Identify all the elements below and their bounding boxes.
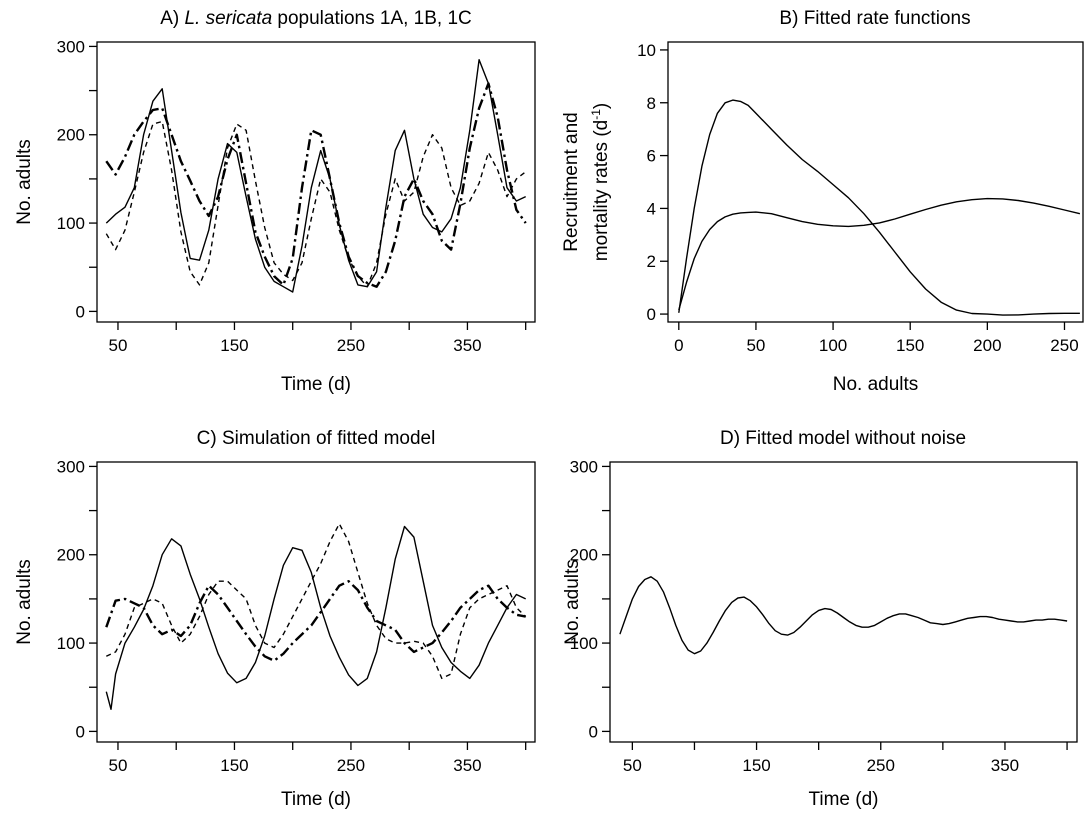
plot-frame: [96, 461, 536, 743]
series-line-3: [106, 523, 527, 680]
series-line-1: [619, 576, 1068, 655]
series-line-1: [105, 59, 526, 293]
panel-b: B) Fitted rate functions 0 50 100 150 200 250 0…: [561, 8, 1084, 395]
y-tick-label: 200: [57, 546, 85, 565]
y-tick-label: 300: [570, 457, 598, 476]
y-tick-label: 100: [57, 634, 85, 653]
y-axis-label-line2: mortality rates (d-1): [589, 103, 612, 261]
y-tick-label: 4: [647, 199, 656, 218]
x-tick-label: 350: [991, 756, 1019, 775]
x-axis-label: Time (d): [808, 789, 878, 810]
x-tick-label: 50: [109, 336, 128, 355]
x-tick-label: 50: [109, 756, 128, 775]
x-tick-label: 200: [973, 336, 1001, 355]
y-tick-label: 2: [647, 252, 656, 271]
series-line-3: [105, 120, 527, 288]
x-tick-label: 250: [337, 756, 365, 775]
y-tick-label: 200: [57, 126, 85, 145]
x-axis-label: Time (d): [281, 789, 351, 810]
series-line-2: [105, 580, 526, 662]
y-axis-label: Recruitment and: [561, 112, 582, 251]
chart-title-species: L. sericata: [184, 8, 272, 29]
y-tick-label: 0: [76, 302, 85, 321]
y-axis-label: No. adults: [562, 559, 583, 645]
chart-title-suffix: populations 1A, 1B, 1C: [272, 8, 472, 29]
x-tick-label: 50: [623, 756, 642, 775]
x-tick-label: 100: [819, 336, 847, 355]
chart-title: B) Fitted rate functions: [779, 8, 970, 29]
y-tick-label: 100: [570, 634, 598, 653]
y-tick-label: 0: [647, 305, 656, 324]
panel-d: D) Fitted model without noise 50 150 250 350…: [562, 428, 1078, 810]
chart-title-prefix: A): [160, 8, 184, 29]
y-tick-label: 0: [76, 722, 85, 741]
plot-frame: [96, 41, 536, 323]
chart-title: D) Fitted model without noise: [720, 428, 966, 449]
x-tick-label: 250: [867, 756, 895, 775]
y-tick-label: 6: [647, 147, 656, 166]
y-tick-label: 300: [57, 37, 85, 56]
series-line-1: [105, 525, 526, 710]
x-axis-label: Time (d): [281, 374, 351, 395]
x-tick-label: 250: [1050, 336, 1078, 355]
y-tick-label: 200: [570, 546, 598, 565]
x-tick-label: 50: [746, 336, 765, 355]
y-tick-label: 100: [57, 214, 85, 233]
y-tick-label: 8: [647, 94, 656, 113]
series-line-1: [678, 99, 1080, 316]
x-tick-label: 250: [337, 336, 365, 355]
plot-frame: [609, 461, 1078, 743]
y-tick-label: 0: [589, 722, 598, 741]
y-axis-label-close: ): [591, 103, 612, 109]
x-tick-label: 350: [453, 336, 481, 355]
x-tick-label: 350: [453, 756, 481, 775]
x-tick-label: 0: [674, 336, 683, 355]
x-tick-label: 150: [742, 756, 770, 775]
y-axis-label-sup: -1: [589, 109, 603, 120]
x-tick-label: 150: [220, 756, 248, 775]
panel-c: C) Simulation of fitted model 50 150 250 350…: [14, 428, 536, 810]
series-line-2: [678, 197, 1081, 311]
y-tick-label: 10: [637, 41, 656, 60]
panel-a: A) L. sericata populations 1A, 1B, 1C 50 1…: [14, 8, 536, 395]
x-tick-label: 150: [220, 336, 248, 355]
chart-title: A) L. sericata populations 1A, 1B, 1C: [160, 8, 472, 29]
y-axis-label: No. adults: [14, 559, 35, 645]
x-tick-label: 150: [896, 336, 924, 355]
y-axis-label: No. adults: [14, 139, 35, 225]
plot-frame: [667, 41, 1084, 323]
x-axis-label: No. adults: [833, 374, 919, 395]
chart-title: C) Simulation of fitted model: [197, 428, 436, 449]
series-line-2: [105, 82, 527, 288]
y-tick-label: 300: [57, 457, 85, 476]
y-axis-label-text: mortality rates (d: [591, 120, 612, 261]
